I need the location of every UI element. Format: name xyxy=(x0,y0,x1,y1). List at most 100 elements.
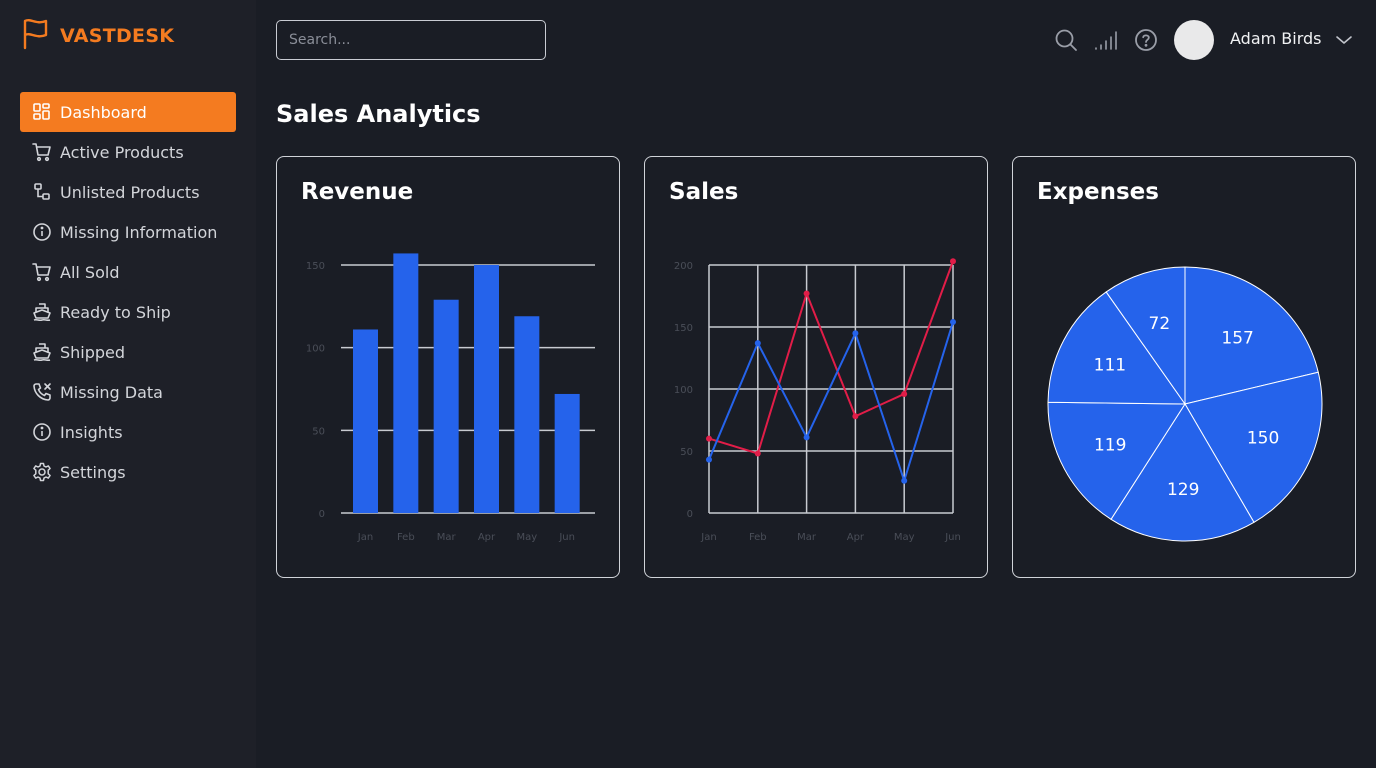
ship-icon xyxy=(32,342,52,362)
bar xyxy=(554,393,580,513)
data-point xyxy=(852,413,859,420)
data-point xyxy=(803,434,810,441)
y-tick-label: 150 xyxy=(674,323,693,334)
bar xyxy=(514,316,540,513)
sidebar-item-label: Unlisted Products xyxy=(60,182,200,202)
x-tick-label: May xyxy=(894,532,915,543)
pie-slice xyxy=(1184,371,1323,524)
data-point xyxy=(852,330,859,337)
y-tick-label: 200 xyxy=(674,261,693,272)
sidebar-item-insights[interactable]: Insights xyxy=(20,412,236,452)
x-tick-label: Jun xyxy=(944,532,961,543)
pie-slice xyxy=(1047,291,1186,405)
x-tick-label: Mar xyxy=(797,532,817,543)
y-tick-label: 0 xyxy=(319,509,325,520)
pie-slice xyxy=(1110,403,1255,542)
sidebar-nav: Dashboard Active Products Unlisted Produ… xyxy=(20,92,236,492)
data-point xyxy=(950,319,956,326)
pie-slice xyxy=(1184,266,1319,405)
sidebar-item-dashboard[interactable]: Dashboard xyxy=(20,92,236,132)
sidebar-item-settings[interactable]: Settings xyxy=(20,452,236,492)
series-line xyxy=(708,321,954,485)
data-point xyxy=(754,450,761,457)
sales-card: Sales 0 50 100 150 200 Jan Feb Mar Apr May Jun xyxy=(644,156,988,578)
chevron-down-icon[interactable] xyxy=(1334,30,1354,54)
x-tick-label: Jun xyxy=(558,532,575,543)
y-tick-label: 100 xyxy=(306,344,325,355)
x-tick-label: Apr xyxy=(847,532,865,543)
ship-icon xyxy=(32,302,52,322)
sidebar-item-label: All Sold xyxy=(60,262,120,282)
sidebar-item-missing-data[interactable]: Missing Data xyxy=(20,372,236,412)
data-point xyxy=(706,456,712,463)
sidebar-item-label: Missing Information xyxy=(60,222,218,242)
series-line xyxy=(708,260,954,455)
revenue-bar-chart: 0 50 100 150 Jan Feb Mar Apr May Jun xyxy=(306,253,595,543)
expenses-pie-chart: 157 150 129 119 111 72 xyxy=(1047,266,1323,542)
slice-label: 157 xyxy=(1221,328,1253,348)
card-title: Sales xyxy=(669,179,739,205)
pie-slice xyxy=(1105,266,1186,406)
sidebar-item-ready-to-ship[interactable]: Ready to Ship xyxy=(20,292,236,332)
x-tick-label: Mar xyxy=(437,532,457,543)
help-icon[interactable] xyxy=(1134,28,1158,56)
signal-icon[interactable] xyxy=(1094,28,1118,56)
data-point xyxy=(950,258,956,265)
slice-label: 72 xyxy=(1149,314,1171,334)
bar xyxy=(474,265,499,513)
sidebar-item-label: Insights xyxy=(60,422,123,442)
user-name[interactable]: Adam Birds xyxy=(1230,29,1322,48)
avatar[interactable] xyxy=(1174,20,1214,60)
x-tick-label: May xyxy=(516,532,537,543)
phone-x-icon xyxy=(32,382,52,402)
expenses-card: Expenses 157 150 129 119 111 72 xyxy=(1012,156,1356,578)
bar xyxy=(393,253,419,513)
cart-icon xyxy=(32,142,52,162)
data-point xyxy=(901,390,908,397)
dashboard-icon xyxy=(32,102,52,122)
y-tick-label: 0 xyxy=(687,509,693,520)
sales-line-chart: 0 50 100 150 200 Jan Feb Mar Apr May Jun xyxy=(674,258,961,543)
slice-label: 111 xyxy=(1094,355,1126,375)
y-tick-label: 100 xyxy=(674,385,693,396)
x-tick-label: Jan xyxy=(357,532,373,543)
data-point xyxy=(901,477,908,484)
y-tick-label: 50 xyxy=(680,447,693,458)
x-tick-label: Apr xyxy=(478,532,496,543)
search-input[interactable] xyxy=(276,20,546,60)
x-tick-label: Feb xyxy=(749,532,767,543)
card-title: Expenses xyxy=(1037,179,1159,205)
info-icon xyxy=(32,422,52,442)
data-point xyxy=(754,340,761,347)
info-icon xyxy=(32,222,52,242)
y-tick-label: 50 xyxy=(312,426,325,437)
sidebar-item-shipped[interactable]: Shipped xyxy=(20,332,236,372)
pie-slice xyxy=(1047,401,1186,521)
bar xyxy=(433,299,459,513)
sidebar-item-unlisted-products[interactable]: Unlisted Products xyxy=(20,172,236,212)
search-icon[interactable] xyxy=(1054,28,1078,56)
gear-icon xyxy=(32,462,52,482)
sidebar-item-label: Active Products xyxy=(60,142,184,162)
sidebar-item-label: Settings xyxy=(60,462,126,482)
bar xyxy=(353,329,378,513)
flag-icon xyxy=(22,18,50,54)
brand[interactable]: VASTDESK xyxy=(22,18,174,54)
sidebar-item-all-sold[interactable]: All Sold xyxy=(20,252,236,292)
page-title: Sales Analytics xyxy=(276,100,481,128)
x-tick-label: Feb xyxy=(397,532,415,543)
x-tick-label: Jan xyxy=(700,532,716,543)
revenue-card: Revenue 0 50 100 150 Jan Feb Mar Apr May Jun xyxy=(276,156,620,578)
sidebar-item-active-products[interactable]: Active Products xyxy=(20,132,236,172)
sidebar-item-label: Ready to Ship xyxy=(60,302,171,322)
sidebar-item-label: Dashboard xyxy=(60,102,147,122)
slice-label: 129 xyxy=(1167,480,1199,500)
y-tick-label: 150 xyxy=(306,261,325,272)
sidebar-item-label: Missing Data xyxy=(60,382,163,402)
cart-icon xyxy=(32,262,52,282)
data-point xyxy=(803,290,810,297)
slice-label: 150 xyxy=(1247,428,1279,448)
card-title: Revenue xyxy=(301,179,414,205)
sidebar-item-missing-information[interactable]: Missing Information xyxy=(20,212,236,252)
slice-label: 119 xyxy=(1094,435,1126,455)
